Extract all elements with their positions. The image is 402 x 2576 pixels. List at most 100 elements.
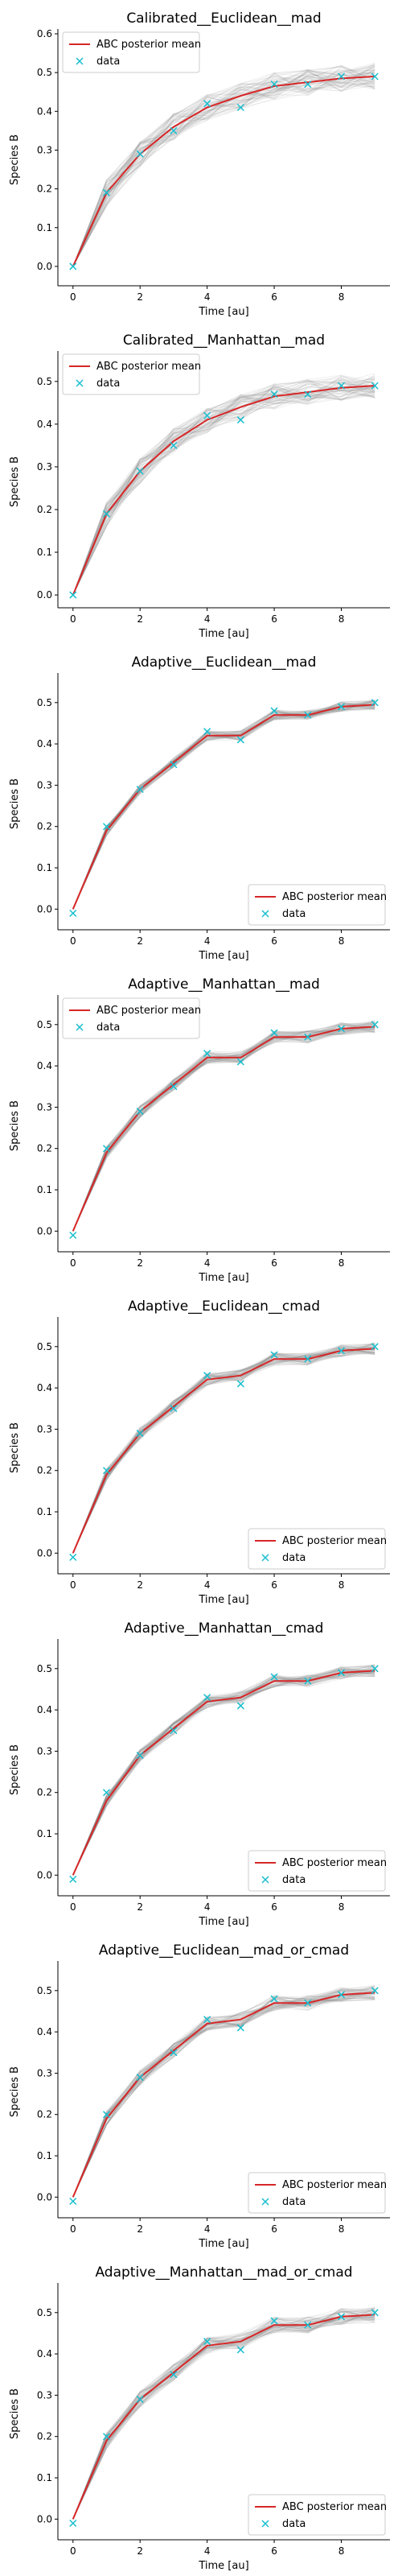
data-point-marker: [337, 382, 346, 390]
posterior-sample-line: [72, 1027, 375, 1232]
posterior-sample-line: [72, 1024, 375, 1232]
posterior-sample-line: [72, 379, 375, 596]
data-point-marker: [203, 728, 211, 736]
x-tick-label: 8: [338, 1257, 345, 1269]
posterior-sample-line: [72, 1986, 375, 2198]
posterior-sample-line: [72, 1666, 375, 1876]
y-axis-label: Species B: [9, 1744, 21, 1795]
posterior-sample-line: [72, 375, 375, 596]
y-tick-label: 0.4: [37, 1704, 52, 1715]
posterior-sample-line: [72, 68, 375, 267]
posterior-sample-line: [72, 702, 375, 910]
posterior-sample-line: [72, 1671, 375, 1876]
y-tick-label: 0.6: [37, 28, 52, 39]
x-tick-label: 6: [271, 2545, 277, 2557]
y-tick-label: 0.4: [37, 419, 52, 430]
posterior-sample-line: [72, 1665, 375, 1876]
posterior-sample-line: [72, 1030, 375, 1232]
posterior-sample-line: [72, 701, 375, 910]
x-tick-label: 8: [338, 2223, 345, 2235]
posterior-sample-line: [72, 1027, 375, 1232]
posterior-sample-line: [72, 63, 375, 267]
x-axis-label: Time [au]: [198, 306, 248, 318]
posterior-sample-line: [72, 1022, 375, 1232]
posterior-sample-line: [72, 1349, 375, 1554]
x-tick-label: 8: [338, 613, 345, 625]
posterior-sample-line: [72, 1990, 375, 2198]
data-point-marker: [203, 1050, 211, 1058]
chart-panel-8: Adaptive__Manhattan__mad_or_cmad 0.0 0.1 0.…: [9, 2264, 390, 2572]
posterior-sample-line: [72, 1344, 375, 1554]
chart-title: Adaptive__Euclidean__cmad: [128, 1298, 320, 1315]
x-tick-label: 0: [70, 1257, 76, 1269]
posterior-sample-line: [72, 66, 375, 267]
posterior-sample-line: [72, 78, 375, 267]
posterior-sample-line: [72, 1346, 375, 1554]
posterior-sample-line: [72, 82, 375, 267]
posterior-sample-line: [72, 379, 375, 596]
posterior-sample-line: [72, 704, 375, 910]
posterior-sample-line: [72, 2317, 375, 2520]
posterior-sample-line: [72, 1345, 375, 1554]
posterior-sample-line: [72, 376, 375, 596]
data-point-marker: [170, 126, 178, 134]
posterior-sample-line: [72, 2311, 375, 2520]
posterior-sample-line: [72, 1994, 375, 2198]
data-point-marker: [170, 2049, 178, 2057]
y-tick-label: 0.3: [37, 1101, 52, 1113]
y-tick-label: 0.2: [37, 184, 52, 195]
chart-panel-5: Adaptive__Euclidean__cmad 0.0 0.1 0.2 0.3 0.4…: [9, 1298, 390, 1606]
chart-panel-7: Adaptive__Euclidean__mad_or_cmad 0.0 0.1 0.…: [9, 1942, 390, 2250]
y-tick-label: 0.2: [37, 821, 52, 832]
posterior-sample-line: [72, 1024, 375, 1232]
data-point-marker: [236, 103, 244, 112]
posterior-sample-line: [72, 704, 375, 910]
data-point-marker: [371, 699, 379, 707]
data-point-marker: [304, 1355, 312, 1363]
data-point-marker: [102, 2111, 111, 2119]
data-point-marker: [203, 1372, 211, 1380]
posterior-sample-line: [72, 1029, 375, 1232]
x-axis-label: Time [au]: [198, 1594, 248, 1606]
y-tick-label: 0.3: [37, 1423, 52, 1435]
posterior-sample-line: [72, 1346, 375, 1554]
posterior-sample-line: [72, 1021, 375, 1232]
posterior-mean-line: [72, 1670, 375, 1876]
posterior-sample-line: [72, 1347, 375, 1554]
posterior-sample-line: [72, 2308, 375, 2520]
y-tick-label: 0.1: [37, 1828, 52, 1839]
posterior-sample-line: [72, 1666, 375, 1876]
data-point-marker: [102, 2433, 111, 2441]
posterior-sample-line: [72, 1348, 375, 1554]
data-point-marker: [371, 1665, 379, 1673]
posterior-sample-line: [72, 1987, 375, 2198]
posterior-sample-line: [72, 702, 375, 910]
data-point-marker: [371, 2309, 379, 2317]
posterior-sample-line: [72, 1022, 375, 1232]
posterior-sample-line: [72, 1993, 375, 2198]
posterior-sample-line: [72, 1996, 375, 2198]
legend-label-mean: ABC posterior mean: [282, 2501, 387, 2513]
x-tick-label: 0: [70, 2223, 76, 2235]
data-point-marker: [236, 2024, 244, 2032]
posterior-sample-line: [72, 386, 375, 596]
posterior-mean-line: [72, 76, 375, 267]
x-tick-label: 2: [137, 935, 143, 947]
posterior-sample-line: [72, 386, 375, 596]
data-point-marker: [304, 2321, 312, 2329]
posterior-sample-line: [72, 1352, 375, 1554]
data-point-marker: [371, 382, 379, 390]
posterior-sample-line: [72, 1347, 375, 1554]
data-point-marker: [337, 2313, 346, 2321]
data-point-marker: [270, 80, 278, 89]
posterior-sample-line: [72, 376, 375, 596]
y-axis-label: Species B: [9, 2388, 21, 2439]
y-axis-label: Species B: [9, 456, 21, 507]
chart-title: Adaptive__Manhattan__mad: [128, 976, 320, 993]
posterior-sample-line: [72, 2307, 375, 2520]
posterior-sample-line: [72, 701, 375, 910]
y-tick-label: 0.2: [37, 2109, 52, 2120]
x-tick-label: 4: [204, 613, 211, 625]
x-tick-label: 0: [70, 1579, 76, 1591]
